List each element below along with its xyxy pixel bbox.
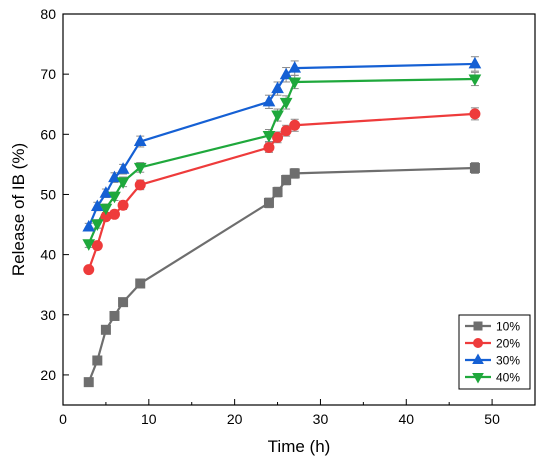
y-tick-label: 50: [40, 186, 56, 202]
data-point-marker: [272, 187, 283, 198]
data-point-marker: [263, 142, 275, 154]
data-point-marker: [135, 278, 146, 289]
axes: 0 10 20 30 40 50 20 30 40 50 60 70 80: [40, 6, 500, 427]
data-point-marker: [279, 97, 293, 110]
data-point-marker: [91, 240, 103, 252]
data-point-marker: [289, 168, 300, 179]
data-point-marker: [99, 203, 113, 216]
data-point-marker: [133, 134, 147, 147]
data-point-marker: [272, 131, 284, 143]
data-point-marker: [281, 175, 292, 186]
data-point-marker: [468, 74, 482, 87]
data-point-marker: [263, 197, 274, 208]
legend-label: 10%: [496, 320, 520, 334]
data-point-marker: [100, 324, 111, 335]
y-tick-label: 70: [40, 66, 56, 82]
series-line: [87, 77, 475, 245]
data-point-marker: [82, 239, 96, 251]
y-tick-label: 40: [40, 247, 56, 263]
y-tick-label: 60: [40, 126, 56, 142]
data-point-marker: [280, 125, 292, 137]
x-tick-label: 20: [227, 411, 243, 427]
data-point-marker: [468, 56, 482, 69]
data-point-marker: [108, 208, 120, 220]
data-point-marker: [472, 353, 484, 364]
error-bars: [84, 56, 479, 386]
x-tick-label: 0: [59, 411, 67, 427]
data-point-marker: [473, 338, 483, 348]
y-tick-label: 20: [40, 367, 56, 383]
legend-label: 20%: [496, 337, 520, 351]
y-tick-label: 30: [40, 307, 56, 323]
series-line: [87, 62, 475, 228]
data-point-marker: [82, 219, 96, 232]
data-point-marker: [279, 67, 293, 80]
data-point-marker: [271, 81, 284, 94]
legend: 10% 20% 30% 40%: [458, 314, 531, 390]
x-tick-label: 10: [141, 411, 157, 427]
data-point-marker: [108, 191, 121, 204]
data-point-marker: [134, 179, 146, 191]
legend-label: 30%: [496, 354, 520, 368]
data-point-marker: [288, 61, 302, 73]
data-point-marker: [117, 199, 129, 211]
data-point-marker: [83, 377, 94, 388]
data-point-marker: [92, 355, 103, 366]
legend-label: 40%: [496, 371, 520, 385]
data-point-marker: [108, 170, 121, 183]
data-point-marker: [90, 219, 104, 231]
y-tick-label: 80: [40, 6, 56, 22]
data-point-marker: [133, 162, 147, 175]
data-point-marker: [289, 119, 301, 131]
x-tick-label: 50: [484, 411, 500, 427]
data-point-marker: [90, 199, 104, 211]
data-point-marker: [262, 131, 276, 143]
series-markers: [82, 56, 482, 388]
series-line: [87, 166, 475, 383]
plot-frame: [62, 13, 536, 406]
data-point-marker: [116, 177, 130, 189]
data-point-marker: [271, 110, 284, 123]
x-axis-title: Time (h): [268, 437, 331, 456]
data-point-marker: [469, 162, 480, 173]
y-axis-title: Release of IB (%): [9, 143, 28, 276]
data-point-marker: [262, 94, 276, 107]
x-tick-label: 30: [313, 411, 329, 427]
data-point-marker: [118, 297, 129, 308]
data-point-marker: [116, 162, 130, 174]
data-point-marker: [109, 310, 120, 321]
data-point-marker: [83, 264, 95, 276]
data-point-marker: [472, 373, 484, 384]
data-point-marker: [473, 321, 483, 331]
data-point-marker: [288, 77, 302, 90]
data-point-marker: [469, 108, 481, 120]
x-tick-label: 40: [398, 411, 414, 427]
